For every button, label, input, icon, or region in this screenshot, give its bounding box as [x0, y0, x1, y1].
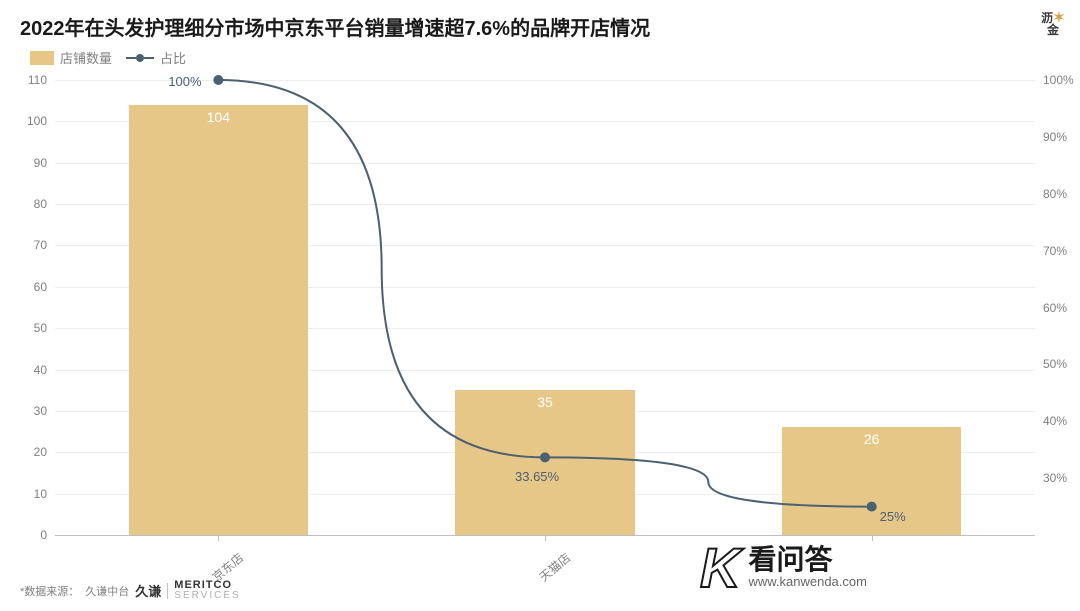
y-left-tick-label: 70	[34, 238, 55, 252]
y-left-tick-label: 40	[34, 363, 55, 377]
legend-label-bar: 店铺数量	[60, 48, 112, 67]
chart-title: 2022年在头发护理细分市场中京东平台销量增速超7.6%的品牌开店情况	[20, 12, 650, 41]
chart-plot-area: 010203040506070809010011030%40%50%60%70%…	[55, 80, 1035, 535]
line-point-label: 100%	[168, 74, 201, 89]
footer-source-name: 久谦中台	[85, 583, 129, 599]
line-point-label: 33.65%	[515, 469, 559, 484]
y-left-tick-label: 30	[34, 404, 55, 418]
y-right-tick-label: 40%	[1035, 414, 1067, 428]
brand-logo-line2: 金	[1040, 24, 1066, 36]
y-left-tick-label: 110	[28, 73, 55, 87]
watermark-text-cn: 看问答	[748, 546, 867, 574]
y-left-tick-label: 10	[34, 487, 55, 501]
footer-separator	[167, 583, 168, 599]
line-point-label: 25%	[880, 509, 906, 524]
x-tick	[545, 535, 546, 541]
footer-brand-cn: 久谦	[135, 581, 161, 600]
line-series	[55, 80, 1035, 535]
y-left-tick-label: 50	[34, 321, 55, 335]
x-axis-label: 天猫店	[535, 549, 574, 585]
legend-item-bar: 店铺数量	[30, 48, 112, 67]
legend-label-line: 占比	[160, 48, 186, 67]
y-left-tick-label: 90	[34, 156, 55, 170]
legend-item-line: 占比	[126, 48, 186, 67]
y-left-tick-label: 0	[40, 528, 55, 542]
watermark: K 看问答 www.kanwenda.com	[700, 540, 867, 596]
x-tick	[872, 535, 873, 541]
watermark-text-en: www.kanwenda.com	[748, 574, 867, 590]
y-right-tick-label: 100%	[1035, 73, 1074, 87]
y-left-tick-label: 60	[34, 280, 55, 294]
y-right-tick-label: 30%	[1035, 471, 1067, 485]
y-right-tick-label: 50%	[1035, 357, 1067, 371]
x-tick	[218, 535, 219, 541]
chart-legend: 店铺数量 占比	[30, 48, 186, 67]
y-right-tick-label: 90%	[1035, 130, 1067, 144]
y-right-tick-label: 80%	[1035, 187, 1067, 201]
footer-source-prefix: *数据来源：	[20, 583, 79, 599]
legend-swatch-line	[126, 54, 154, 62]
footer-brand-en-bottom: SERVICES	[174, 591, 240, 601]
brand-logo-top-right: 沥✶ 金	[1040, 10, 1066, 36]
y-left-tick-label: 100	[27, 114, 55, 128]
y-left-tick-label: 20	[34, 445, 55, 459]
watermark-logo-icon: K	[700, 540, 740, 596]
y-right-tick-label: 70%	[1035, 244, 1067, 258]
y-right-tick-label: 60%	[1035, 301, 1067, 315]
y-left-tick-label: 80	[34, 197, 55, 211]
legend-swatch-bar	[30, 51, 54, 65]
footer: *数据来源： 久谦中台 久谦 MERITCO SERVICES	[20, 580, 241, 601]
